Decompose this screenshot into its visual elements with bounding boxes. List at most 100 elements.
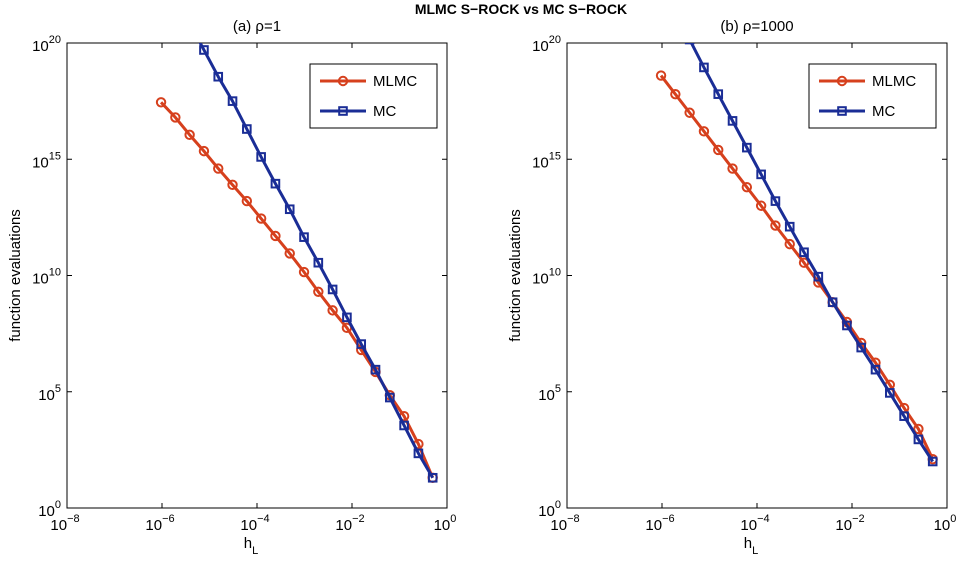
y-tick-label-base: 10 [538,387,555,404]
y-tick-label-base: 10 [32,271,49,288]
legend-label-mlmc: MLMC [872,73,916,90]
data-point-mc [913,434,924,445]
y-axis-label: function evaluations [7,209,24,342]
data-point-mc [284,204,295,215]
plot-area [155,43,438,483]
data-point-mc [827,297,838,308]
plot-area [655,8,938,467]
y-tick-label-exponent: 20 [549,34,561,46]
x-tick-label: 10−8 [50,513,79,534]
legend-marker-mc [837,106,847,116]
x-axis-label-main: h [744,535,752,552]
data-point-mc [242,124,252,134]
data-point-mlmc [755,200,767,211]
data-point-mlmc [327,305,338,316]
data-point-mc [870,364,881,375]
y-tick-label-exponent: 15 [549,150,561,162]
series-line-mlmc [659,74,935,460]
x-tick-label: 10−6 [645,513,674,534]
y-tick-label: 105 [38,383,61,404]
x-tick-label: 10−2 [335,513,364,534]
data-point-mlmc [270,230,281,242]
x-tick-label: 10−4 [740,513,769,534]
x-tick-label-base: 10 [835,517,852,534]
data-point-mc [756,169,766,180]
y-tick-label-exponent: 10 [549,267,561,279]
data-point-mlmc [198,145,210,157]
data-point-mc [672,8,680,16]
y-tick-label-exponent: 0 [555,499,561,511]
data-point-mlmc [798,257,810,268]
x-tick-label: 10−6 [145,513,174,534]
data-point-mc [427,472,438,483]
data-point-mc [356,339,367,349]
data-point-mc [256,152,266,162]
data-point-mlmc [298,266,310,278]
data-point-mc [784,221,795,232]
data-point-mc [385,392,395,403]
panel-b: 10−8 10−6 10−4 10−2 100100105101010151020(b)… [507,8,956,557]
data-point-mc [299,232,309,242]
panel-a: 10−8 10−6 10−4 10−2 100100105101010151020(a)… [7,18,457,557]
x-tick-label-exponent: −4 [257,513,270,525]
data-point-mlmc [727,163,738,174]
y-tick-label-base: 10 [538,503,555,520]
data-point-mc [885,388,895,398]
data-point-mlmc [241,195,253,207]
data-point-mc [370,364,381,375]
x-tick-label-base: 10 [550,517,567,534]
x-tick-label: 100 [434,513,457,534]
data-point-mc [742,142,752,153]
x-axis-label: hL [244,535,258,557]
data-point-mlmc [784,238,795,250]
x-tick-label-exponent: −8 [567,513,580,525]
data-point-mlmc [170,112,181,123]
x-tick-label: 10−4 [240,513,269,534]
data-point-mlmc [670,88,681,100]
data-point-mc [927,456,938,467]
legend-box [309,63,438,129]
panels: 10−8 10−6 10−4 10−2 100100105101010151020(a)… [7,8,956,557]
y-tick-label-exponent: 20 [49,34,61,46]
data-point-mlmc [184,129,195,141]
legend-marker-mlmc [836,75,848,87]
data-point-mc [342,312,352,323]
data-point-mc [713,89,724,99]
data-point-mc [399,420,409,431]
x-tick-label-exponent: −2 [352,513,365,525]
legend-marker-mc [338,106,348,116]
y-tick-label: 105 [538,383,561,404]
data-point-mc [727,116,738,126]
x-tick-label-base: 10 [645,517,662,534]
y-tick-label: 100 [538,499,561,520]
data-point-mlmc [770,220,781,231]
y-tick-label-base: 10 [32,38,49,55]
x-tick-label-base: 10 [740,517,757,534]
data-point-mc [313,257,324,268]
x-tick-label-exponent: −2 [852,513,865,525]
data-point-mlmc [227,179,238,191]
y-tick-label-exponent: 5 [55,383,61,395]
data-point-mc [684,43,695,45]
x-tick-label-exponent: 0 [450,513,456,525]
y-tick-label: 1010 [532,267,561,288]
x-tick-label: 10−2 [835,513,864,534]
data-point-mlmc [741,181,753,193]
y-tick-label-exponent: 5 [555,383,561,395]
data-point-mlmc [284,248,295,259]
x-axis-label-subscript: L [252,545,258,557]
x-tick-label-exponent: 0 [950,513,956,525]
x-axis-label: hL [744,535,758,557]
data-point-mc [199,45,209,55]
legend: MLMC MC [309,63,438,129]
data-point-mlmc [213,163,224,174]
data-point-mlmc [913,423,924,435]
y-tick-label: 1015 [532,150,561,171]
y-tick-label-base: 10 [532,154,549,171]
data-point-mc [227,96,238,106]
y-tick-label-base: 10 [38,503,55,520]
data-point-mc [856,342,867,353]
data-point-mc [327,284,338,295]
data-point-mc [842,320,852,331]
